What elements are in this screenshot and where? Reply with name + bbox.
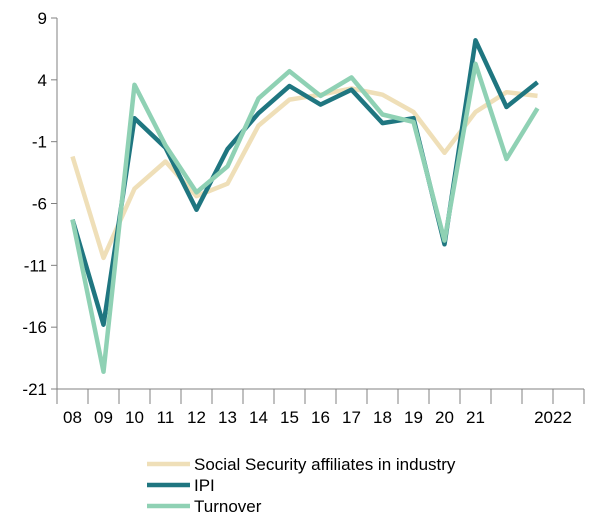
legend-label-2: Turnover	[194, 497, 262, 514]
x-tick-label: 20	[435, 408, 454, 427]
legend-label-1: IPI	[194, 476, 215, 495]
y-axis: 9 4 -1 -6 -11 -16 -21	[22, 9, 58, 399]
y-tick-label: -11	[24, 256, 47, 275]
y-tick-label: -6	[32, 195, 47, 214]
x-tick-label: 09	[94, 408, 113, 427]
legend: Social Security affiliates in industry IP…	[147, 455, 456, 514]
legend-label-0: Social Security affiliates in industry	[194, 455, 456, 474]
x-tick-label: 10	[125, 408, 144, 427]
x-tick-label: 13	[218, 408, 237, 427]
y-tick-label: -1	[32, 133, 47, 152]
y-tick-label: -21	[22, 380, 47, 399]
x-tick-label: 15	[280, 408, 299, 427]
x-tick-label: 2022	[534, 408, 572, 427]
y-tick-label: 9	[38, 9, 47, 28]
x-tick-label: 19	[404, 408, 423, 427]
x-axis: 08 09 10 11 12 13 14 15 16 17 18 19 20 21 2022	[56, 388, 585, 427]
x-tick-label: 21	[466, 408, 485, 427]
x-tick-label: 18	[373, 408, 392, 427]
x-tick-label: 12	[187, 408, 206, 427]
x-tick-label: 14	[249, 408, 268, 427]
x-tick-label: 16	[311, 408, 330, 427]
x-tick-label: 08	[63, 408, 82, 427]
y-tick-label: -16	[22, 318, 47, 337]
plot-area	[70, 38, 540, 374]
x-tick-label: 11	[157, 408, 175, 427]
y-tick-label: 4	[38, 71, 47, 90]
series-line-2	[70, 61, 540, 374]
x-tick-label: 17	[342, 408, 361, 427]
